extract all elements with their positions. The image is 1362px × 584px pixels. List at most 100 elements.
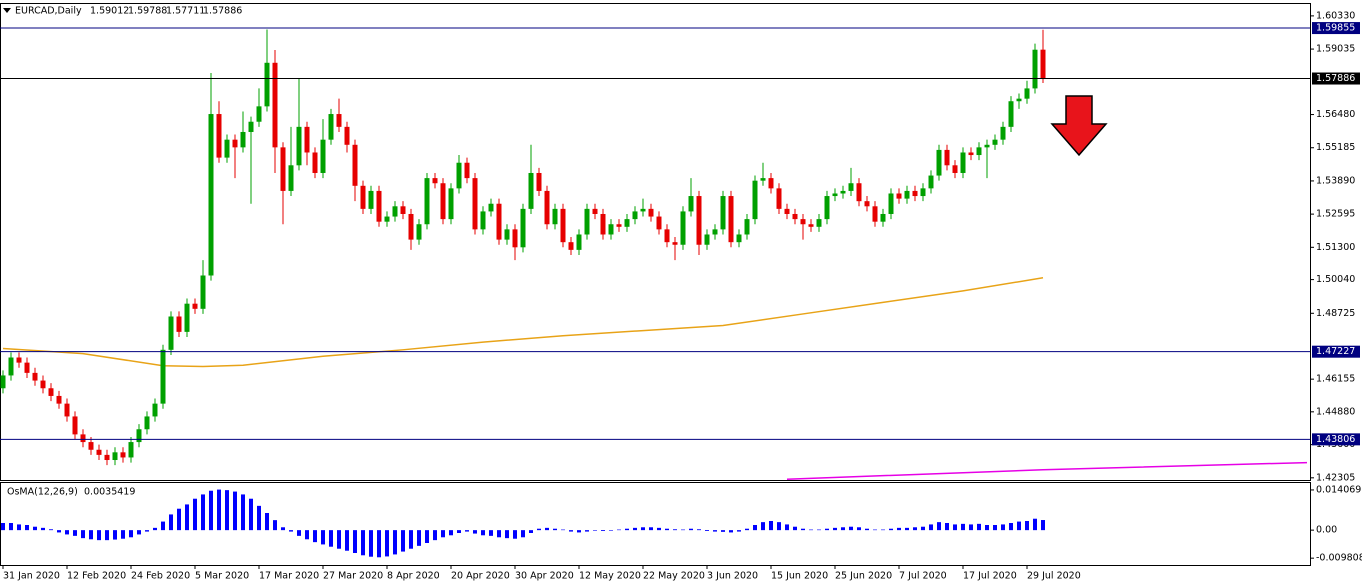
- x-tick-label: 30 Apr 2020: [515, 571, 574, 582]
- osma-bar: [537, 528, 541, 531]
- price-level-label: 1.59855: [1316, 23, 1355, 34]
- candle-body: [888, 193, 894, 214]
- candle-body: [24, 362, 30, 373]
- candle-body: [648, 208, 654, 217]
- ohlc-high: 1.59788: [128, 6, 167, 17]
- x-tick-label: 27 Mar 2020: [323, 571, 383, 582]
- candle-body: [696, 196, 702, 245]
- price-level-box: [1312, 72, 1360, 85]
- candle-body: [240, 131, 246, 148]
- osma-bar: [641, 527, 645, 531]
- candle-body: [704, 234, 710, 245]
- x-tick-label: 17 Mar 2020: [259, 571, 319, 582]
- candle-body: [160, 349, 166, 404]
- candle-body: [256, 106, 262, 122]
- osma-bar: [513, 530, 517, 539]
- osma-bar: [569, 530, 573, 532]
- osma-bar: [777, 522, 781, 531]
- candle-body: [800, 219, 806, 225]
- osma-bar: [369, 530, 373, 557]
- osma-bar: [113, 530, 117, 540]
- candle-body: [472, 178, 478, 230]
- osma-bar: [665, 528, 669, 531]
- osma-bar: [601, 530, 605, 531]
- down-arrow: [1050, 95, 1108, 157]
- osma-bar: [809, 529, 813, 531]
- x-tick-label: 8 Apr 2020: [387, 571, 440, 582]
- osma-bar: [169, 514, 173, 531]
- osma-bar: [233, 491, 237, 531]
- osma-pane-border: [0, 482, 1311, 566]
- osma-bar: [993, 525, 997, 531]
- osma-bar: [9, 523, 13, 531]
- osma-bar: [705, 530, 709, 531]
- candle-body: [64, 403, 70, 417]
- osma-bar: [89, 530, 93, 540]
- osma-bar: [49, 529, 53, 531]
- candle-body: [200, 275, 206, 309]
- candle-body: [56, 395, 62, 404]
- osma-bar: [345, 530, 349, 551]
- candle-body: [864, 201, 870, 207]
- candle-body: [488, 203, 494, 212]
- candle-body: [808, 224, 814, 227]
- y-tick-label: 1.55185: [1316, 142, 1355, 153]
- candle-body: [336, 114, 342, 127]
- x-tick-label: 31 Jan 2020: [3, 571, 60, 582]
- osma-bar: [353, 530, 357, 553]
- candle-body: [1024, 88, 1030, 99]
- osma-bar: [257, 505, 261, 531]
- osma-bar: [793, 526, 797, 531]
- candle-body: [128, 442, 134, 458]
- osma-bar: [753, 525, 757, 531]
- candle-body: [176, 316, 182, 332]
- candle-body: [584, 208, 590, 235]
- x-tick-label: 5 Mar 2020: [195, 571, 249, 582]
- candle-body: [96, 449, 102, 455]
- candle-body: [992, 139, 998, 145]
- price-level-box: [1312, 22, 1360, 35]
- candle-body: [80, 434, 86, 443]
- main-pane: [0, 29, 1308, 480]
- candle-body: [168, 316, 174, 350]
- osma-bar: [473, 530, 477, 534]
- candle-body: [880, 213, 886, 222]
- osma-bar: [193, 498, 197, 531]
- osma-bar: [737, 530, 741, 532]
- candle-body: [232, 139, 238, 148]
- chart-title: EURCAD,Daily: [15, 6, 82, 17]
- candle-body: [600, 213, 606, 235]
- candle-body: [512, 229, 518, 248]
- osma-bar: [265, 513, 269, 531]
- candle-body: [672, 242, 678, 245]
- candle-body: [504, 229, 510, 240]
- osma-bar: [97, 530, 101, 541]
- candle-body: [456, 162, 462, 189]
- y-tick-label: 1.52595: [1316, 209, 1355, 220]
- candle-body: [360, 185, 366, 209]
- x-tick-label: 15 Jun 2020: [771, 571, 828, 582]
- candle-body: [592, 208, 598, 214]
- candle-body: [568, 242, 574, 250]
- candle-body: [288, 165, 294, 191]
- osma-bar: [873, 529, 877, 531]
- candle-body: [960, 152, 966, 173]
- osma-bar: [841, 527, 845, 531]
- osma-bar: [625, 528, 629, 531]
- x-tick-label: 25 Jun 2020: [835, 571, 892, 582]
- osma-bar: [449, 530, 453, 536]
- candle-body: [1040, 49, 1046, 79]
- osma-bar: [1009, 523, 1013, 531]
- osma-bar: [865, 528, 869, 531]
- candle-body: [712, 229, 718, 235]
- osma-bar: [697, 529, 701, 531]
- osma-bar: [393, 530, 397, 555]
- osma-bar: [321, 530, 325, 545]
- price-level-box: [1312, 433, 1360, 446]
- y-tick-label: 1.44880: [1316, 406, 1355, 417]
- candle-body: [104, 454, 110, 461]
- osma-bar: [545, 527, 549, 531]
- candle-body: [928, 175, 934, 189]
- candle-body: [664, 229, 670, 243]
